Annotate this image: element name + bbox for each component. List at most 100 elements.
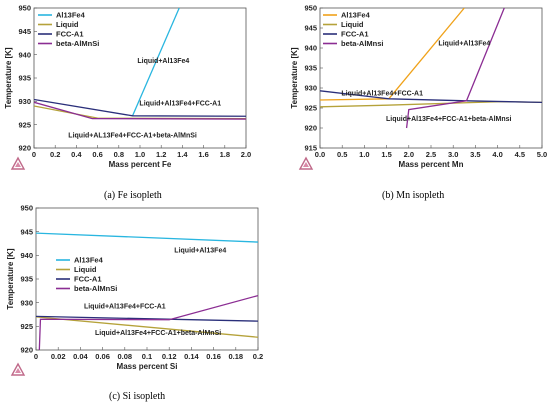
phase-region-label: Liquid+Al13Fe4 [137,58,189,65]
y-tick-label: 930 [20,298,33,307]
chart-si-isopleth: 0 0.02 0.04 0.06 0.08 0.1 0.12 0.14 0.16 0.18 0.2 9… [6,204,263,376]
phase-region-label: Liquid+Al13Fe4+FCC-A1 [341,91,423,98]
series-line-al13fe4 [131,8,180,117]
x-tick-label: 0.08 [117,352,132,361]
series-group [36,232,258,350]
series-line-liquid [36,316,258,338]
x-tick-label: 1.4 [177,150,188,159]
phase-region-label: Liquid+Al13Fe4+FCC-A1+beta-AlMnsi [386,116,511,123]
legend-entry: Liquid [56,20,79,29]
y-tick-label: 940 [18,50,31,59]
x-tick-label: 0.8 [114,150,124,159]
y-tick-label: 950 [18,4,31,13]
legend-entry: beta-AlMnSi [56,39,99,48]
phase-region-label: Liquid+Al13Fe4 [438,41,490,48]
legend-entry: beta-AlMnsi [341,39,384,48]
series-line-al13fe4 [36,232,258,243]
legend-entry: FCC-A1 [56,30,84,39]
x-tick-label: 4.5 [515,150,525,159]
x-tick-label: 2.0 [404,150,414,159]
series-group [320,8,542,129]
x-tick-label: 2.0 [241,150,251,159]
y-tick-label: 940 [20,251,33,260]
legend-entry: FCC-A1 [341,30,369,39]
x-tick-label: 2.5 [426,150,436,159]
legend-entry: Liquid [341,20,364,29]
y-tick-label: 930 [304,84,317,93]
y-tick-label: 920 [18,144,31,153]
phase-region-label: Liquid+Al13Fe4 [174,247,226,254]
x-tick-label: 0.0 [315,150,325,159]
phase-region-label: Liquid+AL13Fe4+FCC-A1+beta-AlMnSi [68,132,197,139]
x-tick-label: 4.0 [492,150,502,159]
x-tick-label: 0.5 [337,150,347,159]
x-tick-label: 0.14 [184,352,199,361]
caption-mn-isopleth: (b) Mn isopleth [382,190,445,201]
chart-mn-isopleth: 0.0 0.5 1.0 1.5 2.0 2.5 3.0 3.5 4.0 4.5 5.0 915 920 9… [290,4,547,170]
x-tick-label: 0.12 [162,352,177,361]
x-tick-label: 1.5 [381,150,391,159]
y-tick-label: 945 [304,24,317,33]
series-line-beta-almnsi [34,101,246,120]
series-line-beta-almnsi [38,294,258,350]
y-tick-label: 945 [20,227,33,236]
y-tick-label: 950 [304,4,317,13]
x-tick-label: 0 [32,150,36,159]
phase-region-label: Liquid+Al13Fe4+FCC-A1 [84,303,166,310]
x-axis-label: Mass percent Mn [399,160,464,169]
plot-area [35,207,259,351]
y-tick-label: 925 [20,322,33,331]
y-tick-label: 925 [18,120,31,129]
x-tick-label: 5.0 [537,150,547,159]
y-tick-label: 935 [20,275,33,284]
x-tick-label: 0 [34,352,38,361]
software-logo-icon [10,362,26,376]
y-axis-label: Temperature [K] [6,248,15,310]
x-tick-label: 1.0 [135,150,145,159]
chart-fe-isopleth: 0 0.2 0.4 0.6 0.8 1.0 1.2 1.4 1.6 1.8 2.0 920 925 930… [4,4,251,170]
legend-entry: Liquid [74,265,97,274]
series-line-fcc-a1 [36,315,258,322]
x-tick-label: 0.02 [51,352,66,361]
plot-area [33,7,247,149]
y-tick-label: 925 [304,104,317,113]
y-tick-label: 940 [304,44,317,53]
series-group [34,8,246,120]
x-tick-label: 0.06 [95,352,110,361]
x-tick-label: 0.1 [142,352,152,361]
series-line-fcc-a1 [34,98,246,117]
legend-entry: Al13Fe4 [56,11,86,20]
y-tick-label: 950 [20,204,33,213]
x-tick-label: 0.04 [73,352,88,361]
y-axis-label: Temperature [K] [4,47,13,109]
x-axis-label: Mass percent Si [117,362,178,371]
caption-fe-isopleth: (a) Fe isopleth [104,190,162,201]
phase-region-label: Liquid+Al13Fe4+FCC-A1+beta-AlMnSi [95,330,221,337]
legend-entry: Al13Fe4 [341,11,371,20]
caption-si-isopleth: (c) Si isopleth [109,391,166,402]
x-tick-label: 1.6 [198,150,208,159]
software-logo-icon [10,156,26,170]
series-line-beta-almnsi [405,8,505,129]
x-tick-label: 1.8 [220,150,230,159]
x-tick-label: 1.0 [359,150,369,159]
x-tick-label: 1.2 [156,150,166,159]
y-axis-label: Temperature [K] [290,47,299,109]
x-tick-label: 0.2 [50,150,60,159]
y-tick-label: 920 [20,346,33,355]
y-tick-label: 930 [18,97,31,106]
legend-entry: beta-AlMnSi [74,284,117,293]
software-logo-icon [298,156,314,170]
y-tick-label: 935 [18,74,31,83]
legend-entry: FCC-A1 [74,275,102,284]
y-tick-label: 920 [304,124,317,133]
legend-entry: Al13Fe4 [74,256,104,265]
series-line-fcc-a1 [320,90,542,104]
x-axis-label: Mass percent Fe [109,160,172,169]
x-tick-label: 0.18 [228,352,243,361]
y-tick-label: 945 [18,27,31,36]
x-tick-label: 0.16 [206,352,221,361]
